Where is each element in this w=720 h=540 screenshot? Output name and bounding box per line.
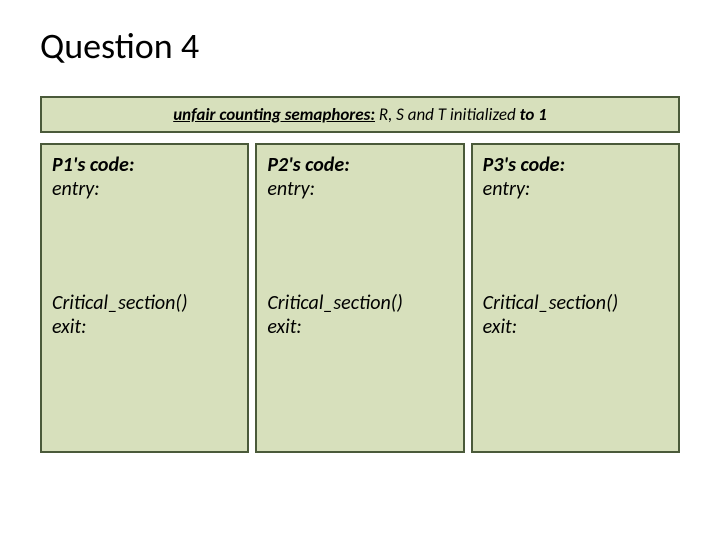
code-columns: P1's code: entry: Critical_section() exi… [40, 143, 680, 453]
p1-critical-section: Critical_section() [52, 291, 237, 315]
column-p2: P2's code: entry: Critical_section() exi… [255, 143, 464, 453]
p3-critical-section: Critical_section() [483, 291, 668, 315]
page-title: Question 4 [40, 24, 680, 68]
banner-rest-text: R, S and T initialized [375, 104, 520, 125]
p2-entry: entry: [267, 177, 452, 201]
p1-exit: exit: [52, 315, 237, 339]
p3-header: P3's code: [483, 153, 668, 177]
column-p1: P1's code: entry: Critical_section() exi… [40, 143, 249, 453]
semaphore-banner: unfair counting semaphores: R, S and T i… [40, 96, 680, 133]
p1-header: P1's code: [52, 153, 237, 177]
p1-entry: entry: [52, 177, 237, 201]
p2-header: P2's code: [267, 153, 452, 177]
p2-critical-section: Critical_section() [267, 291, 452, 315]
p3-exit: exit: [483, 315, 668, 339]
p2-exit: exit: [267, 315, 452, 339]
p3-entry: entry: [483, 177, 668, 201]
banner-underline-text: unfair counting semaphores: [173, 104, 375, 125]
banner-bold-text: to 1 [520, 104, 547, 125]
column-p3: P3's code: entry: Critical_section() exi… [471, 143, 680, 453]
